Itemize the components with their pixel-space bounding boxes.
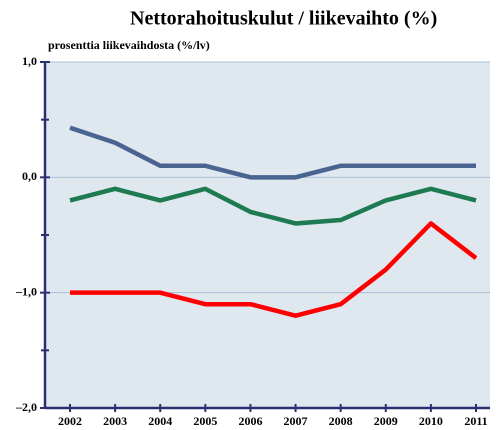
x-tick-label: 2002 — [58, 414, 82, 428]
y-tick-label: 1,0 — [22, 54, 37, 68]
y-tick-label: 0,0 — [22, 169, 37, 183]
x-tick-label: 2009 — [374, 414, 398, 428]
x-tick-label: 2010 — [419, 414, 443, 428]
x-tick-label: 2003 — [103, 414, 127, 428]
series-line — [69, 186, 477, 226]
x-tick-label: 2007 — [284, 414, 308, 428]
chart-title: Nettorahoituskulut / liikevaihto (%) — [130, 8, 437, 30]
x-tick-label: 2004 — [148, 414, 172, 428]
series-line — [69, 125, 476, 180]
y-tick-label: –2,0 — [15, 400, 37, 414]
y-tick-label: –1,0 — [15, 284, 37, 298]
x-tick-label: 2011 — [464, 414, 487, 428]
plot-area — [45, 62, 490, 408]
x-tick-label: 2005 — [193, 414, 217, 428]
x-tick-label: 2008 — [329, 414, 353, 428]
x-tick-label: 2006 — [238, 414, 262, 428]
series-line — [70, 221, 478, 318]
chart-subtitle: prosenttia liikevaihdosta (%/lv) — [48, 38, 210, 52]
